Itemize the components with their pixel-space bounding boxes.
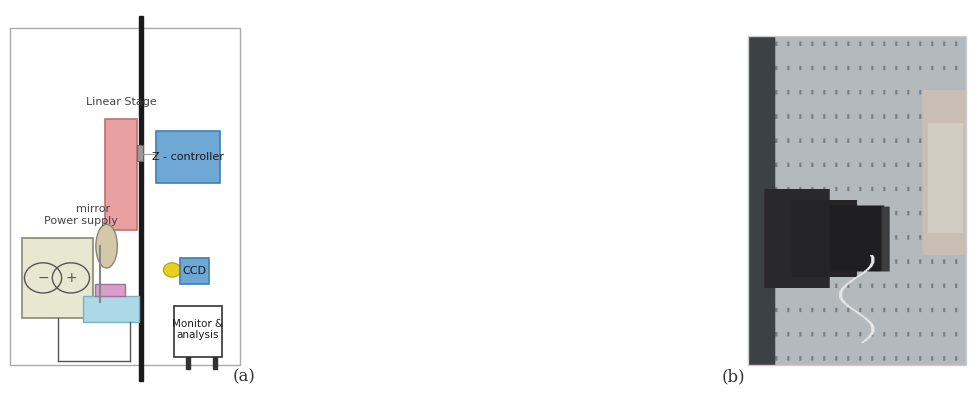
Text: analysis: analysis bbox=[177, 330, 219, 341]
FancyBboxPatch shape bbox=[106, 119, 137, 230]
Text: CCD: CCD bbox=[183, 266, 206, 276]
Text: Power supply: Power supply bbox=[44, 216, 118, 226]
FancyBboxPatch shape bbox=[83, 296, 140, 322]
Text: −: − bbox=[37, 271, 49, 285]
FancyBboxPatch shape bbox=[10, 28, 239, 365]
Bar bbox=[137, 145, 143, 161]
Text: Linear Stage: Linear Stage bbox=[86, 97, 156, 107]
Text: mirror: mirror bbox=[76, 204, 109, 214]
FancyBboxPatch shape bbox=[21, 238, 93, 318]
Text: (a): (a) bbox=[233, 368, 256, 385]
Bar bbox=[139, 16, 143, 381]
Text: Monitor &: Monitor & bbox=[172, 318, 224, 329]
FancyBboxPatch shape bbox=[180, 258, 209, 284]
Bar bbox=[186, 357, 190, 369]
Bar bbox=[213, 357, 217, 369]
Text: +: + bbox=[65, 271, 76, 285]
FancyBboxPatch shape bbox=[174, 306, 222, 357]
Text: Z - controller: Z - controller bbox=[152, 152, 224, 162]
Ellipse shape bbox=[96, 224, 117, 268]
FancyBboxPatch shape bbox=[156, 131, 220, 183]
Circle shape bbox=[163, 263, 181, 277]
Text: (b): (b) bbox=[721, 368, 744, 385]
FancyBboxPatch shape bbox=[96, 284, 125, 296]
